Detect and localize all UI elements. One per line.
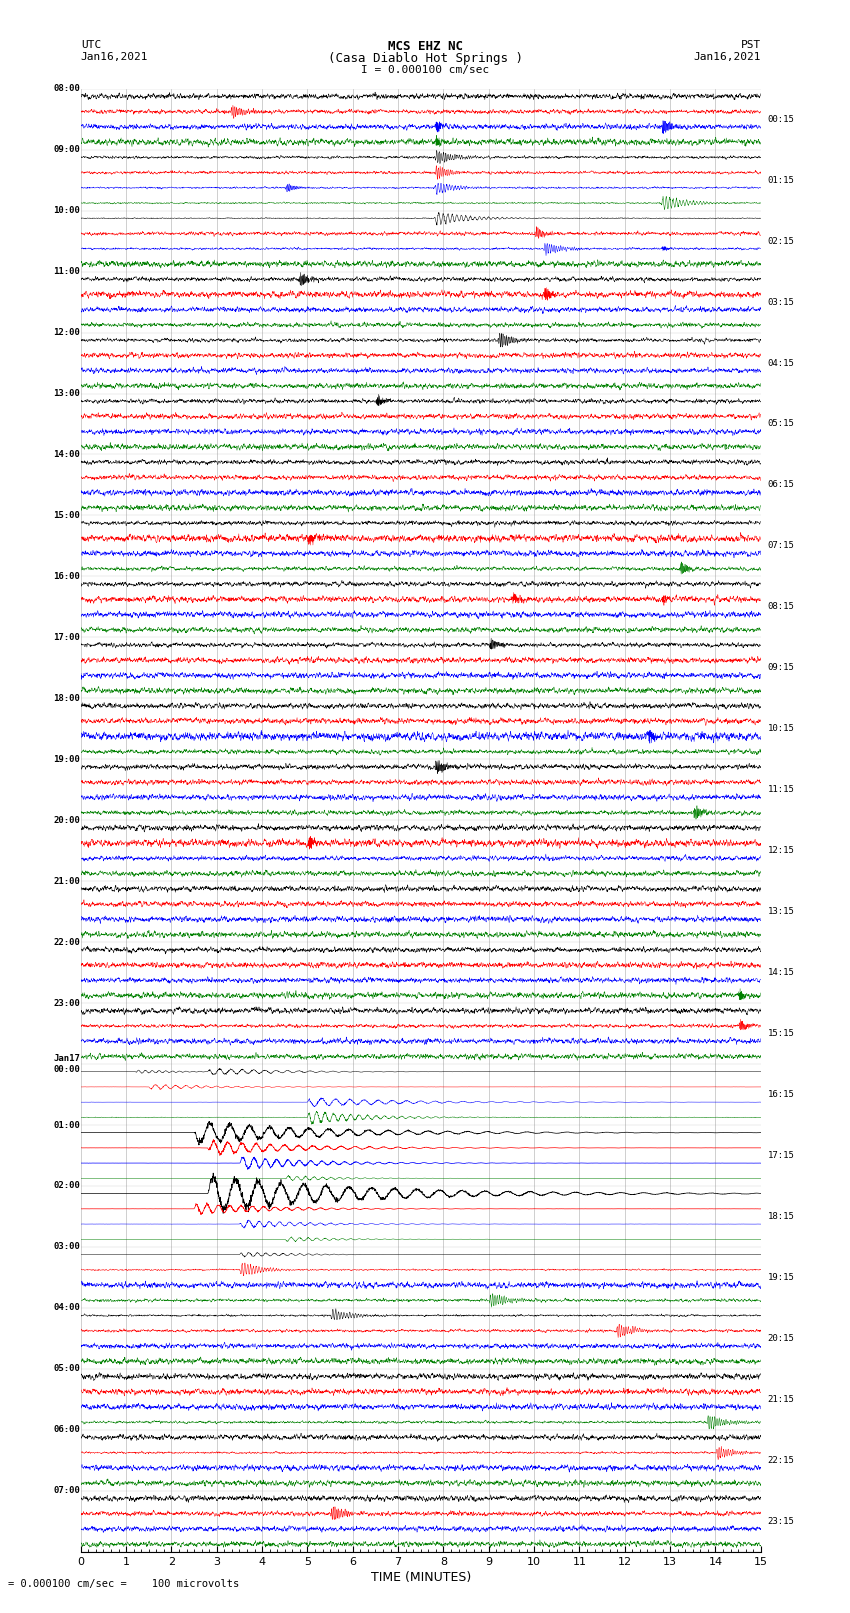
Text: 18:15: 18:15 — [768, 1211, 795, 1221]
Text: 13:00: 13:00 — [54, 389, 80, 398]
Text: 15:00: 15:00 — [54, 511, 80, 519]
Text: 09:00: 09:00 — [54, 145, 80, 155]
Text: Jan16,2021: Jan16,2021 — [694, 52, 761, 61]
Text: 17:15: 17:15 — [768, 1152, 795, 1160]
Text: MCS EHZ NC: MCS EHZ NC — [388, 40, 462, 53]
Text: UTC: UTC — [81, 40, 101, 50]
Text: 05:00: 05:00 — [54, 1365, 80, 1373]
Text: 06:00: 06:00 — [54, 1426, 80, 1434]
Text: 19:15: 19:15 — [768, 1273, 795, 1282]
Text: 15:15: 15:15 — [768, 1029, 795, 1039]
Text: 11:15: 11:15 — [768, 786, 795, 794]
Text: Jan16,2021: Jan16,2021 — [81, 52, 148, 61]
Text: 14:00: 14:00 — [54, 450, 80, 460]
Text: 23:15: 23:15 — [768, 1516, 795, 1526]
Text: 14:15: 14:15 — [768, 968, 795, 977]
Text: 01:00: 01:00 — [54, 1121, 80, 1129]
Text: 08:15: 08:15 — [768, 602, 795, 611]
Text: 19:00: 19:00 — [54, 755, 80, 763]
Text: I = 0.000100 cm/sec: I = 0.000100 cm/sec — [361, 65, 489, 74]
Text: 20:15: 20:15 — [768, 1334, 795, 1344]
Text: PST: PST — [740, 40, 761, 50]
Text: 16:00: 16:00 — [54, 573, 80, 581]
Text: 06:15: 06:15 — [768, 481, 795, 489]
Text: 22:00: 22:00 — [54, 937, 80, 947]
Text: 12:00: 12:00 — [54, 327, 80, 337]
X-axis label: TIME (MINUTES): TIME (MINUTES) — [371, 1571, 471, 1584]
Text: 05:15: 05:15 — [768, 419, 795, 429]
Text: 00:15: 00:15 — [768, 115, 795, 124]
Text: 17:00: 17:00 — [54, 632, 80, 642]
Text: 01:15: 01:15 — [768, 176, 795, 184]
Text: 02:15: 02:15 — [768, 237, 795, 245]
Text: 07:00: 07:00 — [54, 1486, 80, 1495]
Text: 18:00: 18:00 — [54, 694, 80, 703]
Text: 22:15: 22:15 — [768, 1457, 795, 1465]
Text: 12:15: 12:15 — [768, 847, 795, 855]
Text: = 0.000100 cm/sec =    100 microvolts: = 0.000100 cm/sec = 100 microvolts — [8, 1579, 240, 1589]
Text: 03:15: 03:15 — [768, 297, 795, 306]
Text: Jan17
00:00: Jan17 00:00 — [54, 1055, 80, 1074]
Text: 02:00: 02:00 — [54, 1181, 80, 1190]
Text: 21:15: 21:15 — [768, 1395, 795, 1403]
Text: 16:15: 16:15 — [768, 1090, 795, 1098]
Text: 11:00: 11:00 — [54, 268, 80, 276]
Text: 10:15: 10:15 — [768, 724, 795, 734]
Text: 13:15: 13:15 — [768, 907, 795, 916]
Text: 04:00: 04:00 — [54, 1303, 80, 1313]
Text: 07:15: 07:15 — [768, 542, 795, 550]
Text: 23:00: 23:00 — [54, 998, 80, 1008]
Text: (Casa Diablo Hot Springs ): (Casa Diablo Hot Springs ) — [327, 52, 523, 65]
Text: 10:00: 10:00 — [54, 206, 80, 215]
Text: 03:00: 03:00 — [54, 1242, 80, 1252]
Text: 04:15: 04:15 — [768, 358, 795, 368]
Text: 21:00: 21:00 — [54, 877, 80, 886]
Text: 20:00: 20:00 — [54, 816, 80, 824]
Text: 09:15: 09:15 — [768, 663, 795, 673]
Text: 08:00: 08:00 — [54, 84, 80, 94]
